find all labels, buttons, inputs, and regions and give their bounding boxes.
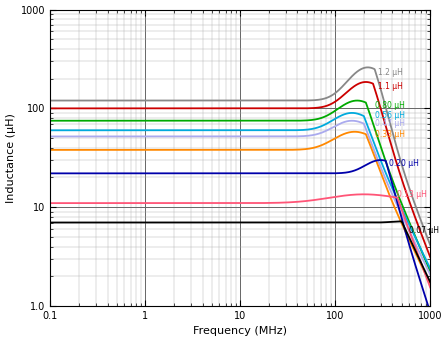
Text: 0.47 μH: 0.47 μH [375,119,405,128]
Text: 0.33 μH: 0.33 μH [375,130,405,139]
X-axis label: Frequency (MHz): Frequency (MHz) [194,327,287,337]
Text: 0.07 μH: 0.07 μH [409,226,439,235]
Y-axis label: Inductance (μH): Inductance (μH) [5,113,16,203]
Text: 1.2 μH: 1.2 μH [378,68,403,77]
Text: 0.20 μH: 0.20 μH [389,158,419,168]
Text: 0.80 μH: 0.80 μH [375,101,405,109]
Text: 0.13 μH: 0.13 μH [397,190,427,199]
Text: 0.56 μH: 0.56 μH [375,111,405,120]
Text: 1.1 μH: 1.1 μH [378,82,403,91]
